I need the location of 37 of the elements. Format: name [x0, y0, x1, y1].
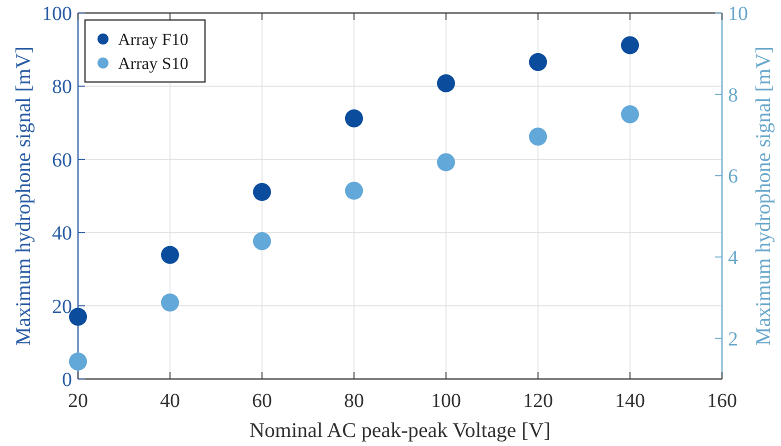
point [161, 246, 179, 264]
point [253, 182, 271, 201]
point [69, 352, 87, 371]
x-tick-label: 80 [344, 390, 364, 412]
point [161, 294, 179, 312]
y2-tick-label: 2 [728, 328, 738, 350]
point [345, 182, 363, 200]
point [621, 105, 639, 124]
x-tick-label: 120 [523, 390, 553, 412]
y2-axis-title: Maximum hydrophone signal [mV] [751, 46, 775, 346]
y2-tick-label: 10 [728, 3, 748, 25]
y-tick-label: 80 [52, 76, 72, 98]
point [437, 153, 455, 172]
y-axis-title: Maximum hydrophone signal [mV] [11, 46, 35, 346]
x-tick-label: 100 [431, 390, 461, 412]
y-tick-label: 20 [52, 296, 72, 318]
y-tick-label: 0 [62, 369, 72, 391]
x-tick-label: 40 [160, 390, 180, 412]
point [529, 128, 547, 146]
legend-label: Array S10 [118, 54, 188, 73]
point [253, 232, 271, 250]
y-tick-label: 100 [42, 3, 72, 25]
x-tick-label: 60 [252, 390, 272, 412]
x-tick-label: 160 [707, 390, 737, 412]
point [437, 74, 455, 92]
y-tick-label: 60 [52, 149, 72, 172]
y2-tick-label: 4 [728, 247, 738, 269]
x-tick-label: 140 [615, 390, 645, 412]
point [621, 36, 639, 54]
legend-label: Array F10 [118, 30, 188, 49]
y-tick-label: 40 [52, 222, 72, 245]
x-axis-title: Nominal AC peak-peak Voltage [V] [249, 418, 551, 442]
y2-tick-label: 6 [728, 166, 738, 188]
x-tick-label: 20 [68, 390, 88, 412]
y2-tick-label: 8 [728, 84, 738, 106]
point [345, 109, 363, 128]
point [529, 53, 547, 72]
